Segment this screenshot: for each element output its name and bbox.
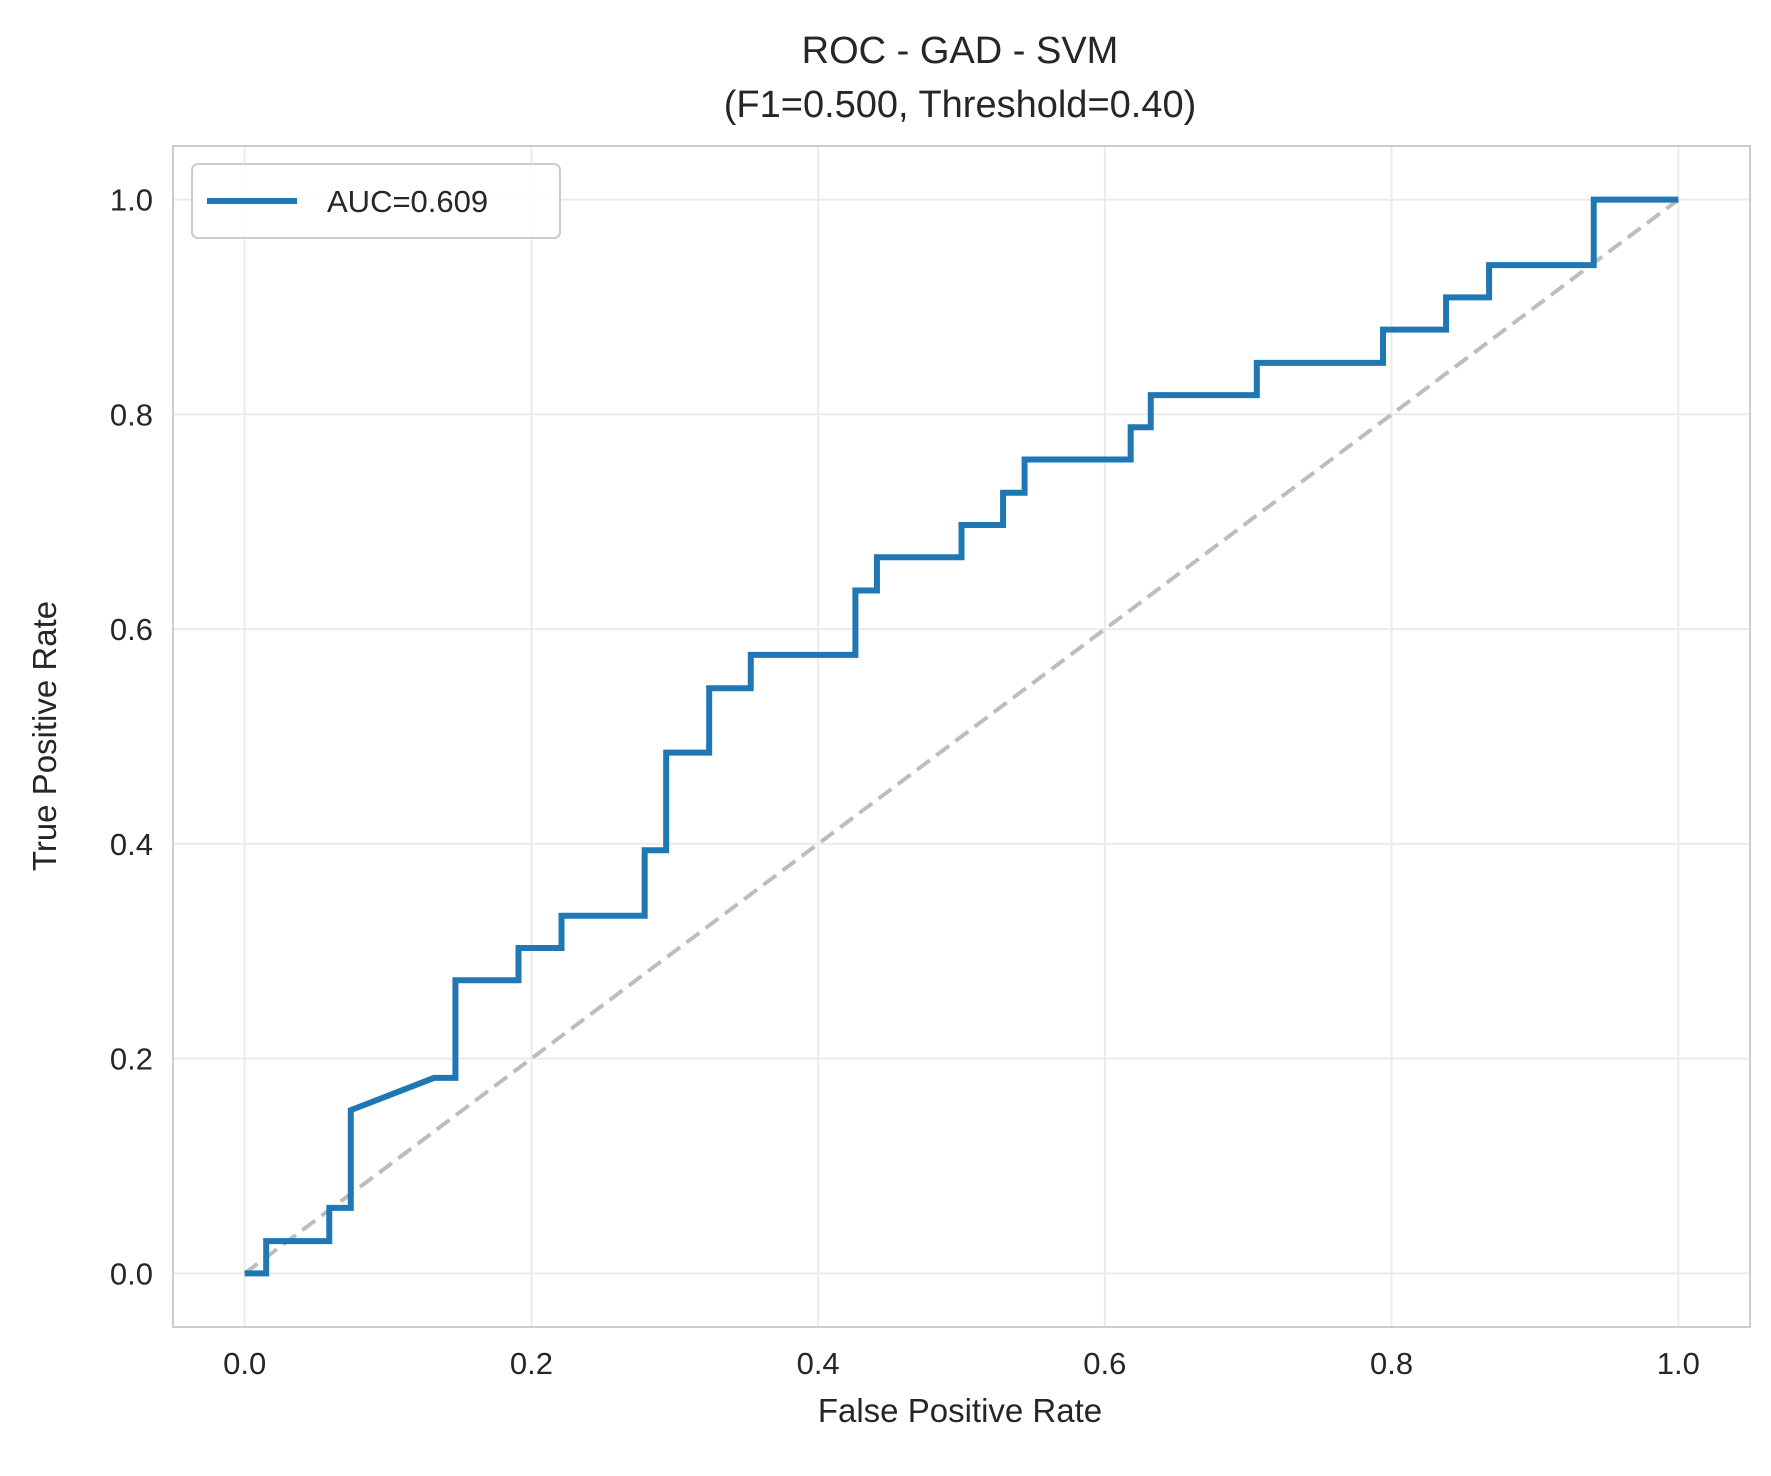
y-axis-label: True Positive Rate [26, 601, 63, 871]
legend-box [191, 163, 561, 239]
x-tick-label: 0.4 [797, 1346, 840, 1381]
y-tick-label: 0.0 [110, 1256, 153, 1291]
chance-line [243, 198, 1680, 1275]
y-tick-label: 0.2 [110, 1042, 153, 1077]
x-tick-label: 0.8 [1370, 1346, 1413, 1381]
y-tick-label: 0.8 [110, 397, 153, 432]
series-layer [243, 196, 1680, 1277]
chart-title: ROC - GAD - SVM [802, 30, 1119, 72]
grid [173, 146, 1750, 1327]
roc-curve-line [244, 196, 1679, 1277]
y-tick-label: 0.6 [110, 612, 153, 647]
y-tick-label: 0.4 [110, 827, 153, 862]
x-tick-label: 1.0 [1657, 1346, 1700, 1381]
plot-frame [172, 145, 1751, 1328]
x-tick-label: 0.0 [223, 1346, 266, 1381]
chart-subtitle: (F1=0.500, Threshold=0.40) [724, 84, 1197, 126]
y-tick-label: 1.0 [110, 183, 153, 218]
x-tick-label: 0.2 [510, 1346, 553, 1381]
x-axis-label: False Positive Rate [818, 1392, 1102, 1429]
x-tick-label: 0.6 [1083, 1346, 1126, 1381]
legend-label: AUC=0.609 [327, 184, 488, 219]
legend: AUC=0.609 [191, 163, 561, 239]
ticks: 0.0 0.2 0.4 0.6 0.8 1.0 0.0 0.2 0.4 0.6 0.8 1.0 [110, 183, 1700, 1381]
